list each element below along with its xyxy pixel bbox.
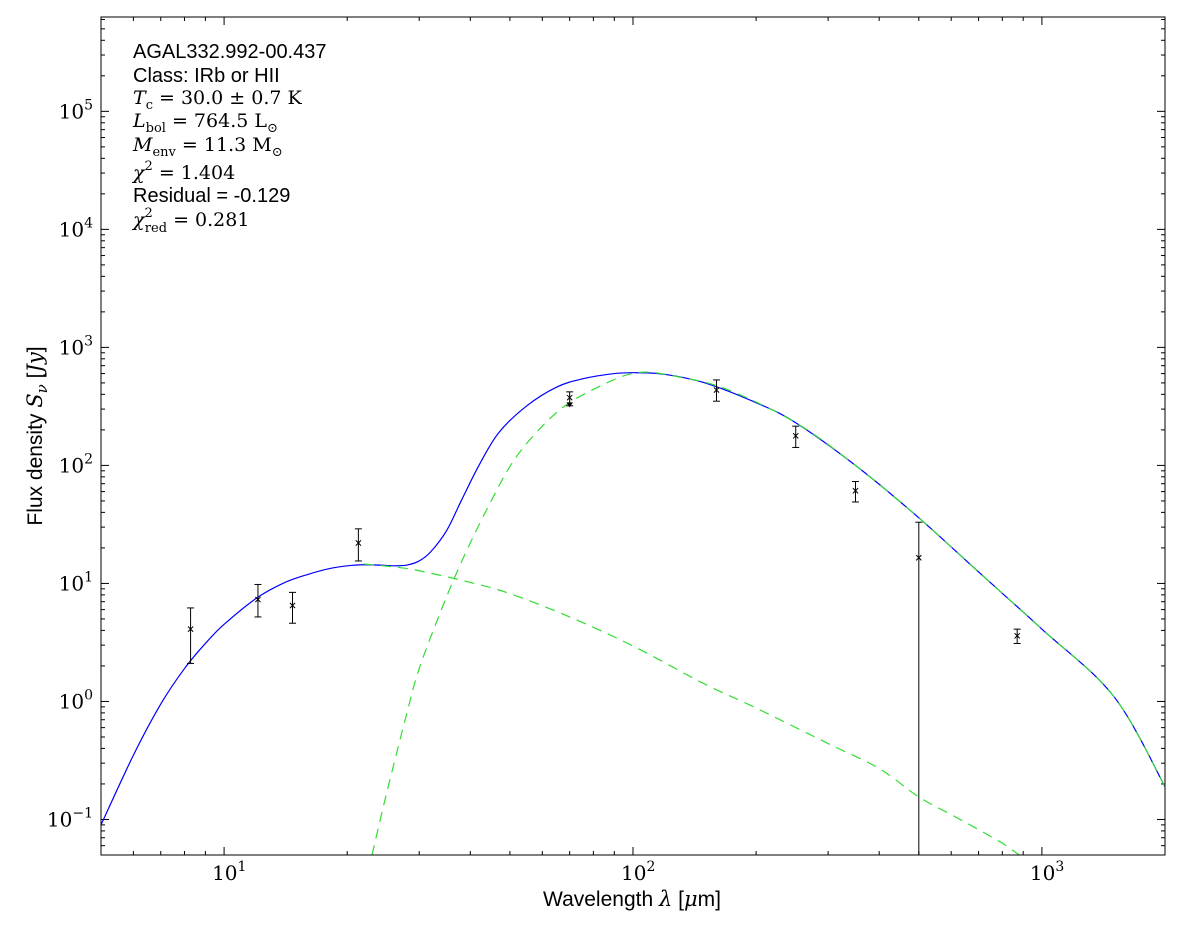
x-marker xyxy=(852,487,859,494)
major-ticks xyxy=(101,17,1165,855)
data-points xyxy=(187,379,1021,855)
y-tick-label: 10−1 xyxy=(47,805,93,831)
y-tick-label: 103 xyxy=(59,333,93,359)
annotation-source: AGAL332.992-00.437 xyxy=(133,41,327,63)
annotation-chi2: χ2 = 1.404 xyxy=(131,159,235,184)
x-tick-labels: 101 102 103 xyxy=(212,859,1064,885)
x-marker xyxy=(254,596,261,603)
x-marker xyxy=(1014,632,1021,639)
x-marker xyxy=(792,432,799,439)
data-point xyxy=(187,607,195,664)
data-point xyxy=(254,583,262,618)
x-marker xyxy=(915,554,922,561)
y-tick-label: 105 xyxy=(59,97,93,123)
x-marker xyxy=(355,540,362,546)
annotation-lbol: Lbol = 764.5 L⊙ xyxy=(132,110,278,136)
data-point xyxy=(792,425,800,448)
plot-area xyxy=(101,17,1165,855)
data-point xyxy=(851,481,859,503)
data-point xyxy=(289,591,297,624)
minor-ticks xyxy=(100,17,1166,856)
y-axis-label: Flux density Sν [Jy] xyxy=(23,346,51,525)
x-marker xyxy=(566,394,573,401)
y-tick-label: 100 xyxy=(59,687,93,713)
y-tick-label: 104 xyxy=(59,215,93,241)
y-tick-labels: 10−1 100 101 102 103 104 105 xyxy=(47,97,93,831)
data-point xyxy=(712,379,720,402)
x-axis-label: Wavelength λ [μm] xyxy=(543,887,721,911)
annotation-menv: Menv = 11.3 M⊙ xyxy=(132,134,283,160)
annotation-chi2red: χ2 red = 0.281 xyxy=(131,206,249,236)
upper-limit-arrow xyxy=(566,402,573,408)
x-marker xyxy=(289,602,296,609)
y-tick-label: 102 xyxy=(59,451,93,477)
plot-frame xyxy=(100,16,1166,856)
x-tick-label: 102 xyxy=(621,859,655,885)
data-point xyxy=(915,521,923,855)
x-tick-label: 103 xyxy=(1030,859,1064,885)
annotation-class: Class: IRb or HII xyxy=(133,65,280,87)
annotations: AGAL332.992-00.437 Class: IRb or HII Tc … xyxy=(131,41,327,236)
annotation-residual: Residual = -0.129 xyxy=(133,185,290,207)
y-tick-label: 101 xyxy=(59,569,93,595)
x-marker xyxy=(187,626,194,633)
dashed-component-line xyxy=(364,563,1020,855)
x-marker xyxy=(713,387,720,394)
x-tick-label: 101 xyxy=(212,859,246,885)
annotation-tc: Tc = 30.0 ± 0.7 K xyxy=(133,87,303,113)
data-point xyxy=(1013,628,1021,644)
dashed-component-line xyxy=(371,371,1165,855)
data-point xyxy=(354,528,362,562)
data-point xyxy=(566,391,574,408)
